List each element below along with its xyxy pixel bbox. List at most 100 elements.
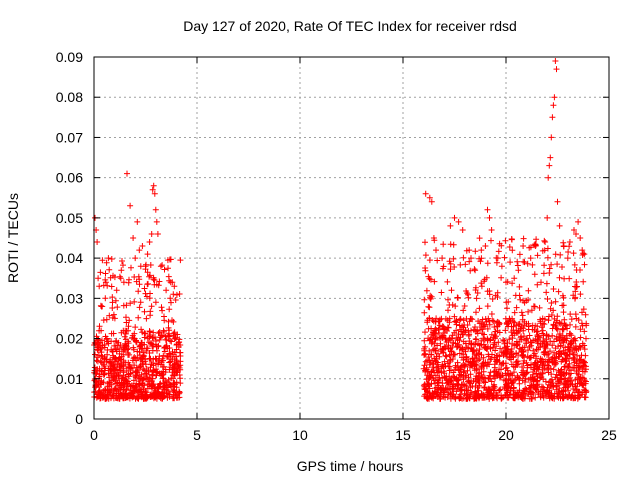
data-point	[513, 358, 520, 365]
data-point	[516, 283, 523, 290]
data-point	[101, 386, 108, 393]
data-point	[112, 355, 119, 361]
data-point	[138, 326, 145, 333]
y-axis-label: ROTI / TECUs	[5, 193, 21, 283]
data-point	[136, 304, 143, 311]
data-point	[102, 270, 109, 277]
data-point	[421, 309, 428, 316]
data-point	[438, 289, 445, 296]
data-point	[450, 340, 457, 347]
data-point	[581, 251, 588, 258]
data-point	[460, 317, 467, 324]
data-point	[580, 382, 587, 389]
data-point	[152, 299, 159, 306]
data-point	[453, 319, 460, 326]
data-point	[573, 362, 580, 369]
data-point	[142, 290, 149, 297]
data-point	[556, 369, 563, 376]
data-point	[485, 351, 492, 358]
data-point	[111, 342, 118, 349]
data-point	[566, 346, 573, 352]
data-point	[482, 359, 489, 366]
data-point	[583, 366, 589, 373]
data-point	[446, 258, 453, 265]
data-point	[430, 235, 437, 241]
data-point	[96, 283, 103, 290]
data-point	[557, 342, 564, 349]
data-point	[478, 247, 485, 254]
data-point	[489, 296, 496, 302]
data-point	[161, 328, 167, 335]
data-point	[533, 236, 540, 243]
data-point	[113, 287, 120, 294]
data-point	[542, 239, 549, 245]
data-point	[422, 252, 429, 259]
data-point	[163, 287, 170, 294]
data-point	[491, 339, 498, 346]
data-point	[550, 366, 557, 373]
data-point	[498, 274, 505, 281]
data-point	[463, 344, 470, 351]
data-point	[567, 380, 574, 387]
data-point	[547, 305, 554, 312]
data-point	[497, 386, 504, 393]
data-point	[554, 198, 561, 205]
data-point	[500, 376, 507, 383]
data-point	[545, 313, 552, 320]
data-point	[148, 303, 155, 310]
data-point	[577, 326, 584, 333]
data-point	[98, 349, 105, 356]
data-point	[422, 358, 429, 365]
data-point	[480, 391, 487, 398]
data-point	[533, 370, 540, 377]
data-point	[554, 374, 561, 381]
data-point	[152, 206, 159, 213]
data-point	[429, 357, 436, 364]
data-point	[549, 342, 556, 349]
data-point	[429, 330, 436, 336]
data-point	[441, 325, 448, 332]
data-point	[472, 267, 479, 274]
data-point	[521, 344, 528, 351]
data-point	[457, 315, 464, 322]
data-point	[117, 275, 124, 282]
data-point	[102, 279, 109, 286]
data-point	[131, 298, 138, 305]
data-point	[509, 332, 516, 339]
data-point	[141, 308, 148, 315]
data-point	[106, 312, 113, 319]
data-point	[531, 350, 538, 357]
data-point	[564, 353, 571, 359]
data-point	[557, 251, 564, 258]
data-point	[145, 378, 152, 385]
data-point	[513, 350, 520, 357]
data-point	[541, 348, 548, 355]
data-point	[149, 382, 156, 389]
data-point	[124, 170, 130, 177]
data-point	[572, 288, 579, 295]
data-point	[488, 356, 495, 362]
data-point	[454, 343, 461, 350]
data-point	[426, 275, 433, 282]
data-point	[496, 387, 502, 394]
data-point	[446, 363, 453, 370]
data-point	[459, 347, 465, 354]
data-point	[127, 364, 134, 371]
data-point	[434, 359, 441, 366]
data-point	[552, 360, 559, 367]
data-point	[573, 368, 580, 375]
data-point	[139, 361, 146, 368]
data-point	[497, 345, 504, 352]
data-point	[541, 321, 548, 328]
data-point	[456, 322, 463, 329]
data-point	[579, 309, 585, 316]
data-point	[484, 288, 491, 295]
data-point	[527, 255, 534, 262]
data-point	[165, 265, 171, 272]
data-point	[132, 324, 139, 331]
data-point	[467, 384, 474, 391]
data-point	[520, 243, 527, 249]
data-point	[123, 319, 130, 326]
data-point	[502, 327, 509, 334]
data-point	[463, 353, 470, 360]
